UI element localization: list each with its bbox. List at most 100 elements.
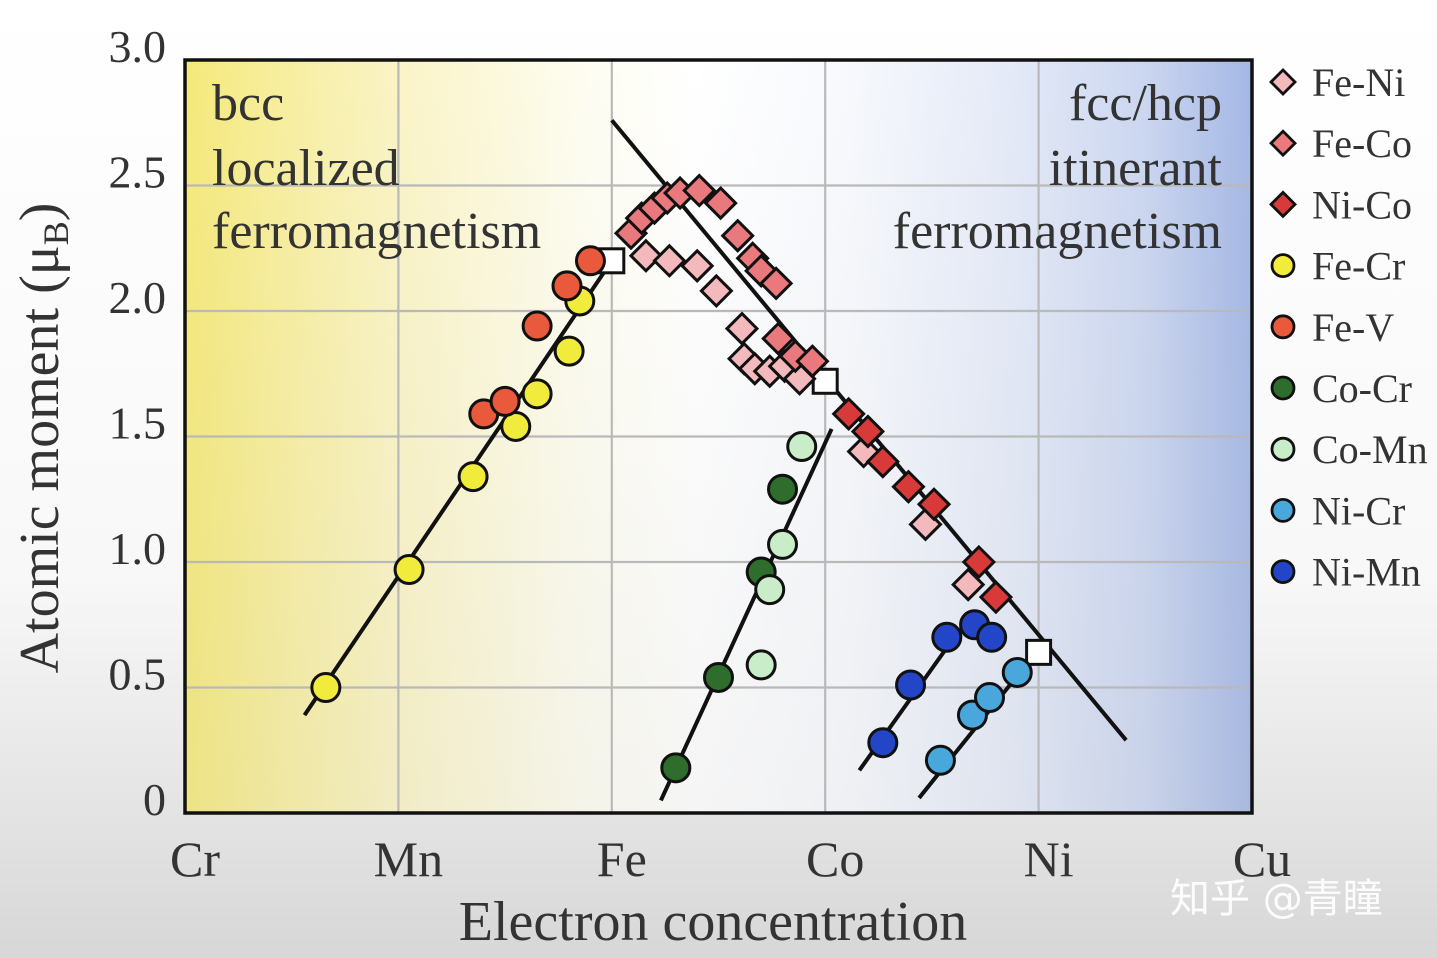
annotation-left: bcc localized ferromagnetism [212,75,541,260]
pure-element-marker [1025,638,1053,666]
data-point-fe-cr [553,335,585,367]
data-point-ni-cr [924,744,956,776]
legend-item-fe-v: Fe-V [1270,305,1394,350]
data-point-ni-mn [931,621,963,653]
y-axis-label-text: Atomic moment (μ [9,245,71,673]
legend-label-ni-cr: Ni-Cr [1312,488,1405,533]
x-tick-label-co: Co [806,831,864,887]
data-point-fe-cr [393,554,425,586]
pure-element-markers [598,247,1053,666]
data-point-fe-ni [724,311,760,346]
legend-label-fe-cr: Fe-Cr [1312,244,1405,289]
annotation-right: fcc/hcp itinerant ferromagnetism [893,75,1223,260]
series-co-mn [745,431,818,681]
annotation-bcc: bcc [212,75,284,132]
legend-marker-co-mn [1270,436,1296,462]
series-fe-v [468,245,606,430]
data-point-fe-co [795,344,830,379]
data-markers [310,173,1033,784]
data-point-fe-v [574,245,606,277]
series-fe-ni [628,238,986,602]
x-tick-label-cr: Cr [170,831,220,887]
y-tick-label-0-5: 0.5 [109,649,167,700]
data-point-co-mn [754,574,786,606]
data-point-fe-co [758,266,794,301]
legend-marker-ni-mn [1270,559,1296,584]
y-axis-label: Atomic moment (μB) [9,203,76,674]
data-point-ni-co [865,444,900,479]
data-point-fe-ni [951,567,986,602]
pure-element-marker [598,247,626,275]
data-point-co-cr [703,661,734,693]
data-point-ni-co [961,544,996,580]
y-tick-label-1-0: 1.0 [109,523,167,574]
y-tick-label-2-5: 2.5 [109,147,167,198]
data-point-ni-co [978,580,1014,615]
data-point-fe-v [551,270,583,302]
data-point-fe-ni [680,248,715,283]
y-tick-label-1-5: 1.5 [109,398,167,449]
data-point-ni-cr [974,682,1006,714]
legend-label-co-mn: Co-Mn [1312,427,1428,472]
x-tick-label-mn: Mn [374,831,443,887]
data-point-fe-cr [521,378,553,410]
series-ni-co [831,396,1014,615]
y-axis-label-subscript: B [36,221,76,245]
data-point-fe-v [489,385,521,417]
legend-label-fe-v: Fe-V [1312,305,1394,350]
data-point-fe-ni [652,243,687,278]
data-point-fe-ni [628,238,664,273]
annotation-itinerant: itinerant [1049,140,1223,197]
data-point-ni-co [891,469,926,504]
legend-item-fe-ni: Fe-Ni [1269,60,1405,105]
data-point-fe-ni [699,273,734,309]
annotation-ferromagnetism-left: ferromagnetism [212,203,541,260]
series-fe-co [613,173,830,379]
legend-label-ni-co: Ni-Co [1312,182,1412,227]
y-tick-label-0: 0 [143,774,166,825]
data-point-co-cr [660,752,692,784]
watermark: 知乎 @青瞳 [1170,876,1383,922]
data-point-fe-co [720,218,755,253]
legend-marker-ni-co [1269,190,1297,219]
plot-frame [183,58,1254,815]
legend-marker-fe-cr [1270,253,1296,279]
annotation-fcc-hcp: fcc/hcp [1069,75,1222,132]
data-point-co-mn [745,649,777,681]
x-tick-label-cu: Cu [1233,831,1291,887]
y-axis-label-suffix: ) [9,203,71,222]
data-point-fe-cr [457,461,489,493]
data-point-ni-mn [895,669,927,701]
data-point-ni-mn [976,621,1008,653]
data-point-fe-co [703,185,738,221]
data-point-fe-co [682,173,717,208]
legend-item-ni-co: Ni-Co [1269,182,1412,227]
legend-item-ni-mn: Ni-Mn [1270,550,1421,595]
data-point-ni-mn [867,727,899,759]
legend-item-fe-cr: Fe-Cr [1270,244,1405,289]
legend-item-ni-cr: Ni-Cr [1270,488,1405,533]
x-tick-label-ni: Ni [1024,831,1074,887]
legend-marker-fe-ni [1269,68,1297,96]
fit-line [302,259,614,717]
legend-item-co-mn: Co-Mn [1270,427,1428,472]
legend-marker-fe-v [1270,314,1296,340]
x-axis-label: Electron concentration [459,891,967,953]
legend-item-co-cr: Co-Cr [1270,366,1412,411]
legend-marker-co-cr [1270,375,1296,401]
legend-item-fe-co: Fe-Co [1269,121,1412,166]
legend: Fe-Ni Fe-Co Ni-Co Fe-Cr Fe-V Co-Cr Co-Mn Ni-Cr N… [1269,60,1428,595]
annotation-localized: localized [212,140,400,197]
series-ni-cr [924,656,1033,776]
data-point-fe-v [521,310,553,342]
x-axis-ticks: Cr Mn Fe Co Ni Cu [170,831,1291,887]
legend-label-ni-mn: Ni-Mn [1312,550,1421,595]
legend-label-fe-ni: Fe-Ni [1312,60,1405,105]
series-ni-mn [867,609,1008,759]
data-point-ni-co [916,487,952,522]
data-point-ni-co [850,414,886,449]
y-tick-label-3-0: 3.0 [109,21,167,72]
legend-label-co-cr: Co-Cr [1312,366,1412,411]
data-point-co-mn [786,431,818,463]
